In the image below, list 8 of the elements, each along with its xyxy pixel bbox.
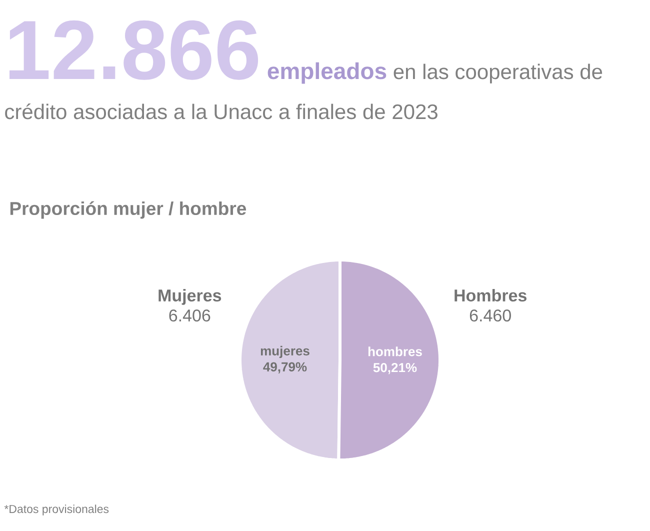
data-label: 6.460 [470,309,511,322]
data-label: 6.406 [169,309,210,322]
text: hombres 50,21% [368,346,422,374]
text: *Datos provisionales [4,504,109,516]
slice-label: Hombres [454,289,526,302]
text: Proporción mujer / hombre [10,201,246,219]
text: mujeres 49,79% [260,346,310,374]
slice-label: Mujeres [158,289,222,305]
